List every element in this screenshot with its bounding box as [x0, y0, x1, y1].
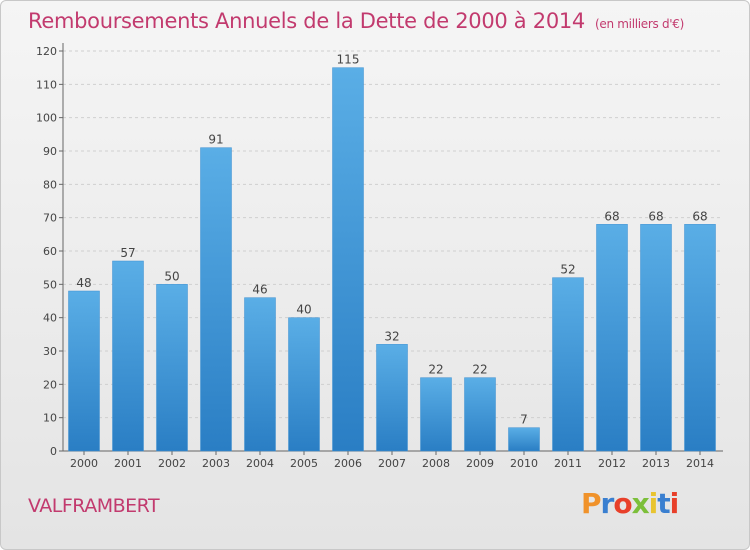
bar-2005 [288, 317, 320, 452]
data-label-2013: 68 [648, 209, 663, 223]
data-label-2000: 48 [76, 276, 91, 290]
data-label-2010: 7 [520, 413, 528, 427]
y-tick-label: 80 [43, 178, 57, 191]
x-tick-label-2011: 2011 [554, 457, 582, 470]
y-tick-label: 110 [36, 78, 57, 91]
data-label-2009: 22 [472, 363, 487, 377]
bar-2008 [420, 377, 452, 452]
x-tick-label-2012: 2012 [598, 457, 626, 470]
bars [68, 67, 716, 452]
bar-2011 [552, 277, 584, 452]
y-tick-label: 30 [43, 345, 57, 358]
bar-2001 [112, 260, 144, 452]
data-label-2011: 52 [560, 263, 575, 277]
logo-letter: i [669, 487, 680, 520]
x-tick-label-2007: 2007 [378, 457, 406, 470]
data-label-2001: 57 [120, 246, 135, 260]
bar-2010 [508, 427, 540, 452]
bar-2012 [596, 224, 628, 452]
data-labels: 48 57 50 91 46 40 115 32 22 22 7 52 68 68 68 [76, 53, 707, 427]
x-tick-label-2003: 2003 [202, 457, 230, 470]
data-label-2012: 68 [604, 209, 619, 223]
y-tick-label: 70 [43, 212, 57, 225]
y-tick-label: 10 [43, 412, 57, 425]
bar-2002 [156, 284, 188, 452]
bar-2013 [640, 224, 672, 452]
y-tick-label: 40 [43, 312, 57, 325]
bar-2000 [68, 290, 100, 452]
x-tick-label-2001: 2001 [114, 457, 142, 470]
y-tick-label: 100 [36, 112, 57, 125]
x-tick-label-2004: 2004 [246, 457, 274, 470]
logo-letter: r [600, 487, 615, 520]
data-label-2006: 115 [337, 53, 360, 67]
x-tick-label-2008: 2008 [422, 457, 450, 470]
x-tick-label-2002: 2002 [158, 457, 186, 470]
data-label-2014: 68 [692, 209, 707, 223]
data-label-2008: 22 [428, 363, 443, 377]
logo-letter: P [581, 487, 602, 520]
chart-title-text: Remboursements Annuels de la Dette de 20… [28, 9, 585, 33]
bar-2004 [244, 297, 276, 452]
y-tick-label: 60 [43, 245, 57, 258]
logo-letter: i [648, 487, 659, 520]
x-tick-label-2013: 2013 [642, 457, 670, 470]
chart-title: Remboursements Annuels de la Dette de 20… [28, 9, 684, 33]
y-tick-label: 50 [43, 278, 57, 291]
bar-2006 [332, 67, 364, 452]
y-tick-label: 0 [50, 445, 57, 458]
logo-letter: x [631, 487, 650, 520]
bar-2003 [200, 147, 232, 452]
logo-letter: t [657, 487, 670, 520]
x-tick-label-2000: 2000 [70, 457, 98, 470]
x-tick-label-2009: 2009 [466, 457, 494, 470]
axes: 0 10 20 30 40 50 60 70 80 90 100 110 120 2000 2001 2002… [36, 43, 723, 470]
data-label-2002: 50 [164, 269, 179, 283]
bar-2009 [464, 377, 496, 452]
x-tick-label-2010: 2010 [510, 457, 538, 470]
data-label-2007: 32 [384, 329, 399, 343]
y-tick-label: 20 [43, 378, 57, 391]
data-label-2004: 46 [252, 283, 267, 297]
y-tick-label: 120 [36, 45, 57, 58]
bar-2014 [684, 224, 716, 452]
data-label-2003: 91 [208, 133, 223, 147]
y-tick-label: 90 [43, 145, 57, 158]
x-tick-label-2006: 2006 [334, 457, 362, 470]
data-label-2005: 40 [296, 303, 311, 317]
proxiti-logo: Proxiti [581, 487, 680, 520]
place-name: VALFRAMBERT [28, 495, 160, 517]
bar-2007 [376, 344, 408, 452]
chart-unit: (en milliers d'€) [595, 17, 685, 31]
x-tick-label-2014: 2014 [686, 457, 714, 470]
logo-letter: o [613, 487, 632, 520]
x-tick-label-2005: 2005 [290, 457, 318, 470]
